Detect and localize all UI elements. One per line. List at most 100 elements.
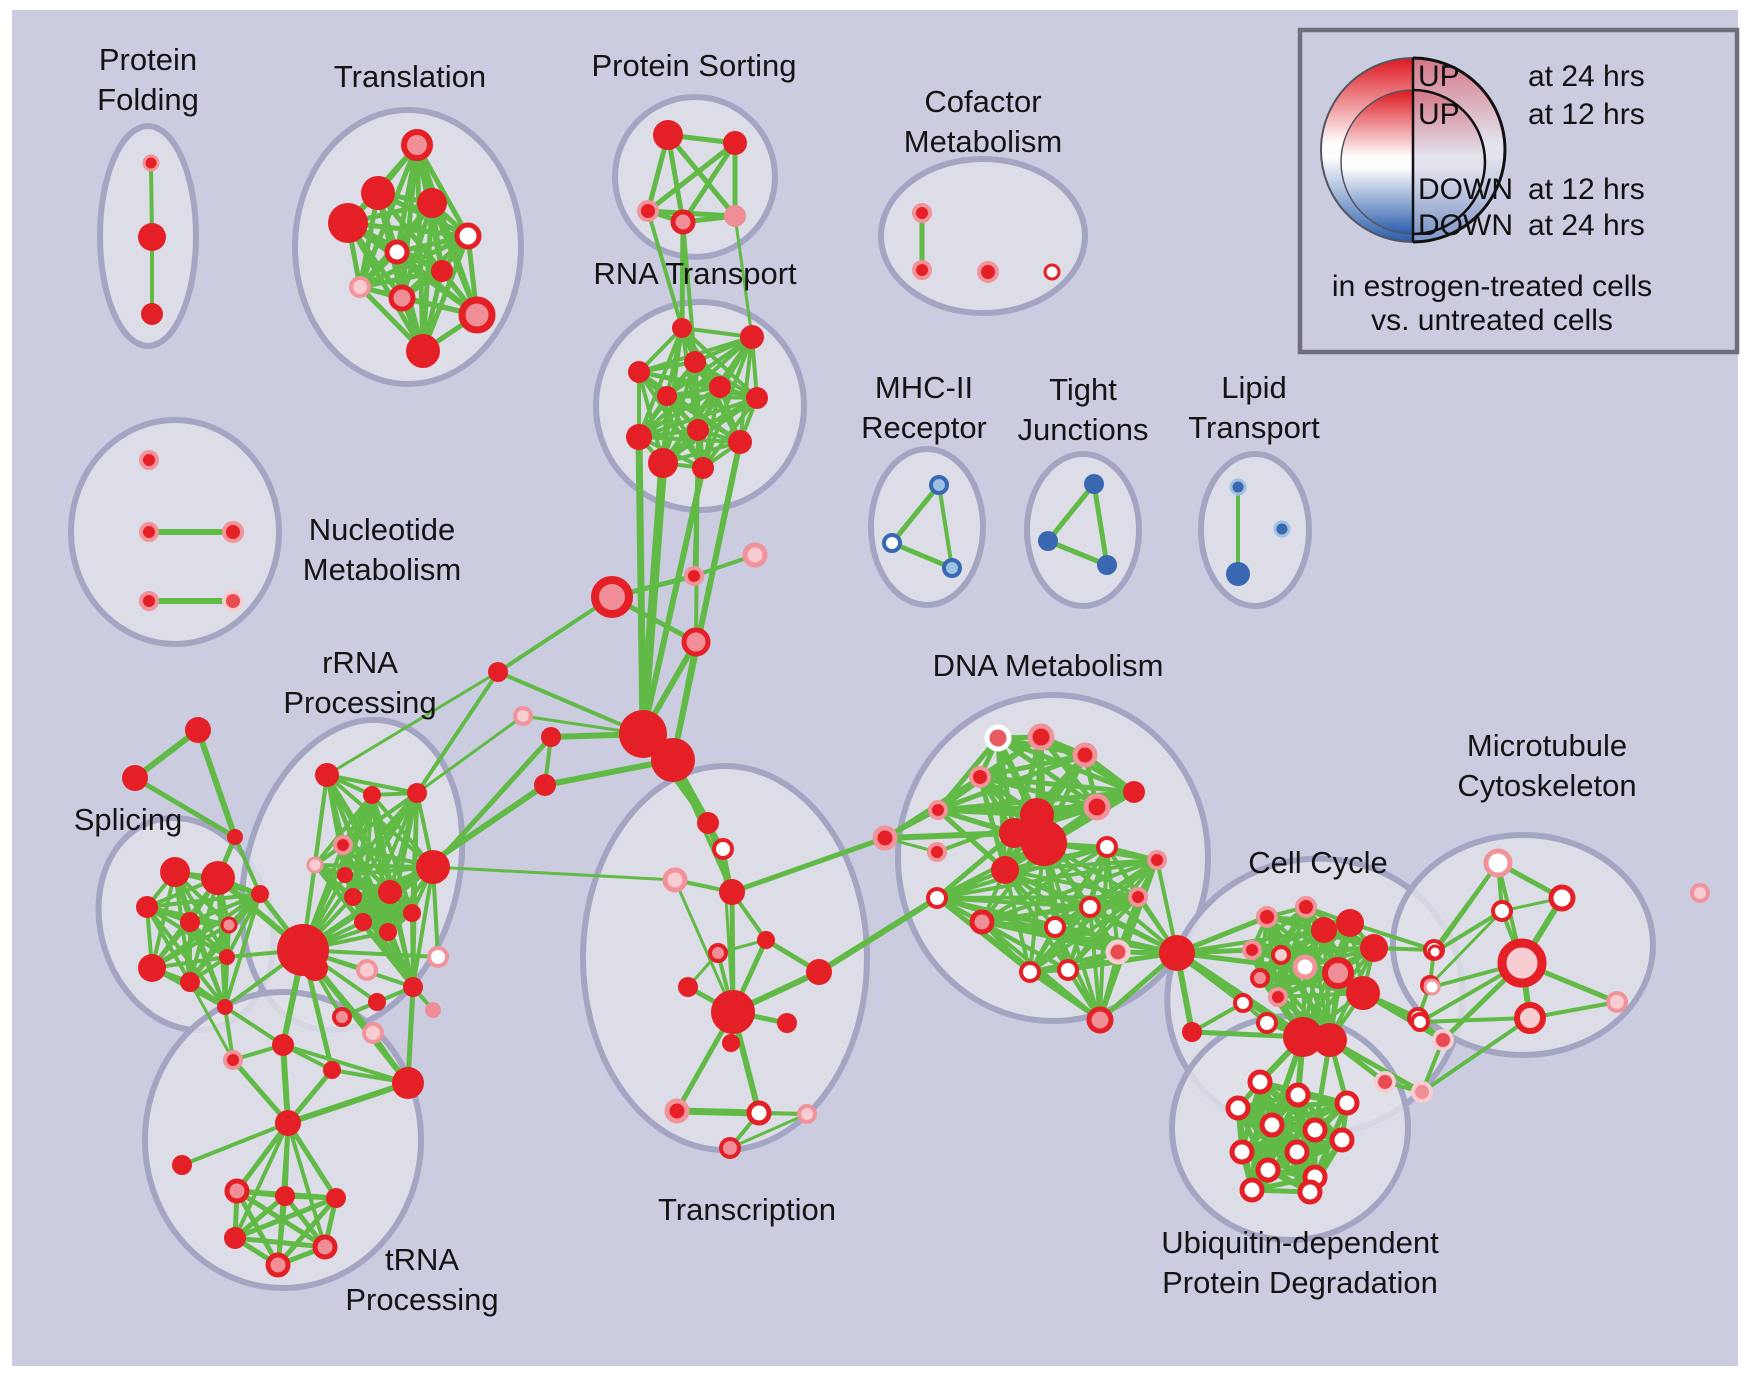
edge-dn16-dn8: [1105, 846, 1120, 953]
node-rr17: [332, 1007, 352, 1027]
legend-direction-label-3: DOWN: [1418, 209, 1513, 242]
node-tb2: [223, 1050, 243, 1070]
node-rn11: [648, 448, 678, 478]
edge-c3-b1: [496, 595, 614, 674]
node-dn7: [1123, 781, 1145, 803]
node-tx6: [708, 943, 728, 963]
cluster-tight-junctions-label: Tight: [1049, 372, 1117, 407]
node-p3: [637, 200, 659, 222]
node-pf2: [138, 223, 166, 251]
cluster-ubiquitin-degradation-label: Protein Degradation: [1162, 1265, 1438, 1300]
node-tn2: [275, 1186, 295, 1206]
edge-rr1-rr3: [326, 773, 418, 795]
edge-sp3-sp10: [145, 905, 227, 1009]
node-cc11: [1250, 968, 1270, 988]
node-tx12: [746, 1100, 772, 1126]
edge-tj1-tj3: [1091, 483, 1110, 566]
legend-direction-label-0: UP: [1418, 60, 1460, 93]
node-dn2: [1027, 723, 1055, 751]
cluster-lipid-transport-label: Transport: [1188, 410, 1320, 445]
node-rrh2: [302, 955, 328, 981]
edge-cc21-mt4: [1420, 1016, 1532, 1094]
edge-tx8-dn11: [817, 895, 939, 975]
node-rr6: [337, 867, 353, 883]
node-t2: [361, 176, 395, 210]
node-mt5: [1606, 991, 1628, 1013]
edge-tnh-tn5: [286, 1122, 327, 1248]
edge-b2-rr3: [416, 714, 524, 795]
node-tb3: [272, 1034, 294, 1056]
node-ub8: [1284, 1139, 1310, 1165]
edge-p4-rn3: [681, 221, 697, 363]
node-dn6: [1083, 793, 1111, 821]
edge-tb5-rr15: [405, 986, 416, 1084]
cluster-tight-junctions-ellipse: [1024, 451, 1142, 609]
edge-dn19-dn8: [1098, 846, 1109, 1021]
legend-direction-label-2: DOWN: [1418, 173, 1513, 206]
node-dh3: [999, 818, 1029, 848]
node-p1: [653, 120, 683, 150]
edge-rr1-rr5: [313, 774, 329, 866]
edge-rn4-rn12: [637, 370, 705, 470]
legend-outer-left-arc: [1412, 56, 1507, 244]
edge-cc4-cc16: [1349, 921, 1435, 952]
edge-mh1-mh2: [890, 483, 941, 545]
edge-rn11-hub1: [638, 462, 668, 735]
node-tx5: [757, 931, 775, 949]
node-p2: [723, 131, 747, 155]
edge-sp1-sp7: [150, 871, 177, 969]
node-dn12: [969, 909, 995, 935]
node-b2: [513, 706, 533, 726]
node-t3: [417, 188, 447, 218]
node-dn16: [1105, 939, 1131, 965]
legend-time-label-3: at 24 hrs: [1528, 209, 1645, 242]
node-txh: [711, 990, 755, 1034]
node-t11: [406, 334, 440, 368]
cluster-microtubule-cytoskeleton-label: Cytoskeleton: [1457, 768, 1636, 803]
node-dn5: [928, 800, 948, 820]
cluster-protein-sorting-label: Protein Sorting: [591, 48, 796, 83]
node-t8: [349, 276, 371, 298]
edge-tnh-tn1: [235, 1121, 290, 1193]
edge-b1-rr1: [326, 670, 499, 777]
edge-rr12-rr15: [386, 931, 415, 988]
edge-rr10-rr15: [410, 912, 415, 988]
legend: UP at 24 hrs UP at 12 hrs DOWN at 12 hrs DOWN a…: [1297, 27, 1740, 355]
edge-sp5-sp10: [188, 921, 227, 1008]
node-nm4: [139, 591, 159, 611]
edge-dn11-dn15: [936, 895, 1139, 900]
legend-time-label-0: at 24 hrs: [1528, 60, 1645, 93]
edge-b1-hub1: [497, 670, 644, 736]
node-tj1: [1084, 474, 1104, 494]
node-rn1: [672, 318, 692, 338]
node-t6: [384, 239, 410, 265]
node-tn5: [312, 1234, 338, 1260]
node-nm3: [222, 521, 244, 543]
node-ub3: [1225, 1095, 1251, 1121]
edge-mh2-mh3: [891, 540, 953, 571]
node-c2: [742, 542, 768, 568]
node-mt8: [1410, 1012, 1430, 1032]
node-mh3: [942, 558, 962, 578]
node-rn7: [746, 387, 768, 409]
edge-sp6-sp8: [188, 923, 231, 984]
node-rr12: [379, 923, 397, 941]
node-cc3: [1311, 917, 1337, 943]
node-tni: [172, 1155, 192, 1175]
node-t4: [328, 203, 368, 243]
node-sp7: [138, 954, 166, 982]
edge-cch2-cc21: [1328, 1037, 1424, 1095]
node-s3: [227, 829, 243, 845]
cluster-protein-folding-label: Protein: [99, 42, 197, 77]
node-rn6: [657, 386, 677, 406]
node-rn12: [692, 457, 714, 479]
edge-rr7-rr15: [411, 866, 435, 988]
node-cc6: [1322, 957, 1354, 989]
node-dn15: [1128, 887, 1148, 907]
edge-rr8-rr10: [352, 895, 413, 915]
edge-s1-s3: [195, 729, 238, 838]
edge-rn2-rn6: [665, 335, 754, 398]
node-tb7: [362, 1022, 384, 1044]
edge-cc2-cc9: [1250, 905, 1308, 952]
